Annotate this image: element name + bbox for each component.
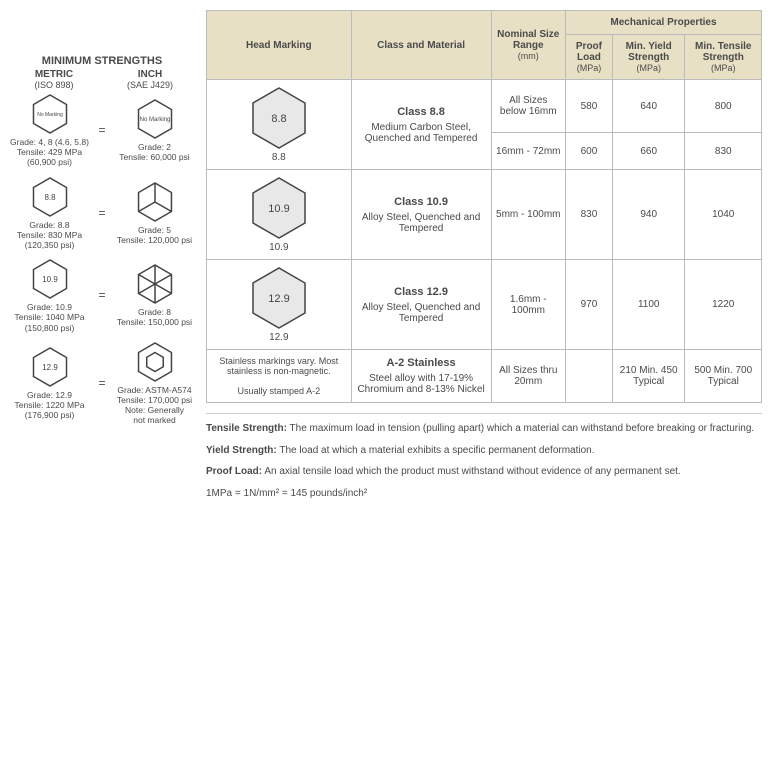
head-marking-cell: 12.912.9 (207, 260, 352, 350)
class-material-cell: Class 8.8Medium Carbon Steel, Quenched a… (351, 80, 491, 170)
definitions: Tensile Strength: The maximum load in te… (206, 413, 762, 500)
metric-header: METRIC(ISO 898) (6, 69, 102, 91)
proof-cell: 830 (565, 170, 612, 260)
head-marking-cell: Stainless markings vary. Most stainless … (207, 350, 352, 403)
inch-cell: Grade: 5Tensile: 120,000 psi (111, 181, 198, 245)
tensile-cell: 1040 (685, 170, 762, 260)
head-marking-cell: 8.88.8 (207, 80, 352, 170)
size-cell: 5mm - 100mm (491, 170, 565, 260)
size-cell: 1.6mm - 100mm (491, 260, 565, 350)
hex-icon: 12.912.9 (247, 266, 311, 343)
comparison-row: 10.9Grade: 10.9Tensile: 1040 MPa(150,800… (6, 258, 198, 333)
th-tensile: Min. Tensile Strength(MPa) (685, 35, 762, 80)
svg-text:No Marking: No Marking (139, 117, 170, 123)
th-mech: Mechanical Properties (565, 11, 761, 35)
class-material-cell: A-2 StainlessSteel alloy with 17-19% Chr… (351, 350, 491, 403)
svg-text:8.8: 8.8 (271, 113, 286, 125)
inch-header: INCH(SAE J429) (102, 69, 198, 91)
class-material-cell: Class 12.9Alloy Steel, Quenched and Temp… (351, 260, 491, 350)
hex-icon: 8.88.8 (247, 86, 311, 163)
left-headers: METRIC(ISO 898) INCH(SAE J429) (6, 69, 198, 91)
def-conv: 1MPa = 1N/mm² = 145 pounds/inch² (206, 487, 762, 501)
th-head-marking: Head Marking (207, 11, 352, 80)
proof-cell (565, 350, 612, 403)
metric-cell: 10.9Grade: 10.9Tensile: 1040 MPa(150,800… (6, 258, 93, 333)
hex-icon: 10.910.9 (247, 176, 311, 253)
th-class-material: Class and Material (351, 11, 491, 80)
page-container: MINIMUM STRENGTHS METRIC(ISO 898) INCH(S… (0, 0, 768, 518)
def-proof: Proof Load: An axial tensile load which … (206, 465, 762, 479)
size-cell: All Sizes thru 20mm (491, 350, 565, 403)
equals-sign: = (93, 376, 111, 390)
left-title: MINIMUM STRENGTHS (6, 55, 198, 67)
inch-cell: Grade: ASTM-A574Tensile: 170,000 psiNote… (111, 341, 198, 426)
tensile-cell: 800 (685, 80, 762, 133)
proof-cell: 970 (565, 260, 612, 350)
right-column: Head Marking Class and Material Nominal … (206, 10, 762, 508)
yield-cell: 660 (612, 133, 685, 170)
inch-cell: Grade: 8Tensile: 150,000 psi (111, 263, 198, 327)
svg-text:No Marking: No Marking (37, 112, 63, 118)
main-table: Head Marking Class and Material Nominal … (206, 10, 762, 403)
left-column: MINIMUM STRENGTHS METRIC(ISO 898) INCH(S… (6, 10, 206, 508)
yield-cell: 640 (612, 80, 685, 133)
th-yield: Min. Yield Strength(MPa) (612, 35, 685, 80)
tensile-cell: 1220 (685, 260, 762, 350)
equals-sign: = (93, 206, 111, 220)
table-row: 12.912.9 Class 12.9Alloy Steel, Quenched … (207, 260, 762, 350)
metric-cell: 8.8Grade: 8.8Tensile: 830 MPa(120,350 ps… (6, 176, 93, 251)
svg-text:10.9: 10.9 (268, 203, 289, 215)
svg-text:8.8: 8.8 (44, 192, 56, 201)
th-proof: Proof Load(MPa) (565, 35, 612, 80)
table-row: 10.910.9 Class 10.9Alloy Steel, Quenched … (207, 170, 762, 260)
yield-cell: 1100 (612, 260, 685, 350)
table-row: Stainless markings vary. Most stainless … (207, 350, 762, 403)
yield-cell: 210 Min. 450 Typical (612, 350, 685, 403)
inch-cell: No MarkingGrade: 2Tensile: 60,000 psi (111, 98, 198, 162)
metric-cell: No MarkingGrade: 4, 8 (4.6, 5.8)Tensile:… (6, 93, 93, 168)
proof-cell: 580 (565, 80, 612, 133)
class-material-cell: Class 10.9Alloy Steel, Quenched and Temp… (351, 170, 491, 260)
tensile-cell: 500 Min. 700 Typical (685, 350, 762, 403)
size-cell: All Sizes below 16mm (491, 80, 565, 133)
svg-text:10.9: 10.9 (42, 275, 58, 284)
comparison-row: 12.9Grade: 12.9Tensile: 1220 MPa(176,900… (6, 341, 198, 426)
metric-cell: 12.9Grade: 12.9Tensile: 1220 MPa(176,900… (6, 346, 93, 421)
size-cell: 16mm - 72mm (491, 133, 565, 170)
table-row: 8.88.8Class 8.8Medium Carbon Steel, Quen… (207, 80, 762, 133)
equals-sign: = (93, 123, 111, 137)
svg-text:12.9: 12.9 (42, 363, 58, 372)
comparison-row: No MarkingGrade: 4, 8 (4.6, 5.8)Tensile:… (6, 93, 198, 168)
svg-text:12.9: 12.9 (268, 293, 289, 305)
def-yield: Yield Strength: The load at which a mate… (206, 444, 762, 458)
yield-cell: 940 (612, 170, 685, 260)
comparison-row: 8.8Grade: 8.8Tensile: 830 MPa(120,350 ps… (6, 176, 198, 251)
def-tensile: Tensile Strength: The maximum load in te… (206, 422, 762, 436)
equals-sign: = (93, 288, 111, 302)
head-marking-cell: 10.910.9 (207, 170, 352, 260)
proof-cell: 600 (565, 133, 612, 170)
tensile-cell: 830 (685, 133, 762, 170)
th-size: Nominal Size Range(mm) (491, 11, 565, 80)
